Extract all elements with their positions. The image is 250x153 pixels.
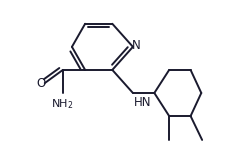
- Text: HN: HN: [134, 96, 151, 109]
- Text: NH$_2$: NH$_2$: [50, 97, 73, 111]
- Text: N: N: [131, 39, 140, 52]
- Text: O: O: [36, 77, 46, 90]
